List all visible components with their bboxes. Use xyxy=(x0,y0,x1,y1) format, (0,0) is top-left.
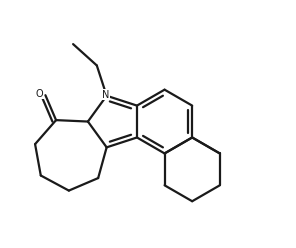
Text: N: N xyxy=(102,90,109,99)
Text: O: O xyxy=(36,89,43,99)
